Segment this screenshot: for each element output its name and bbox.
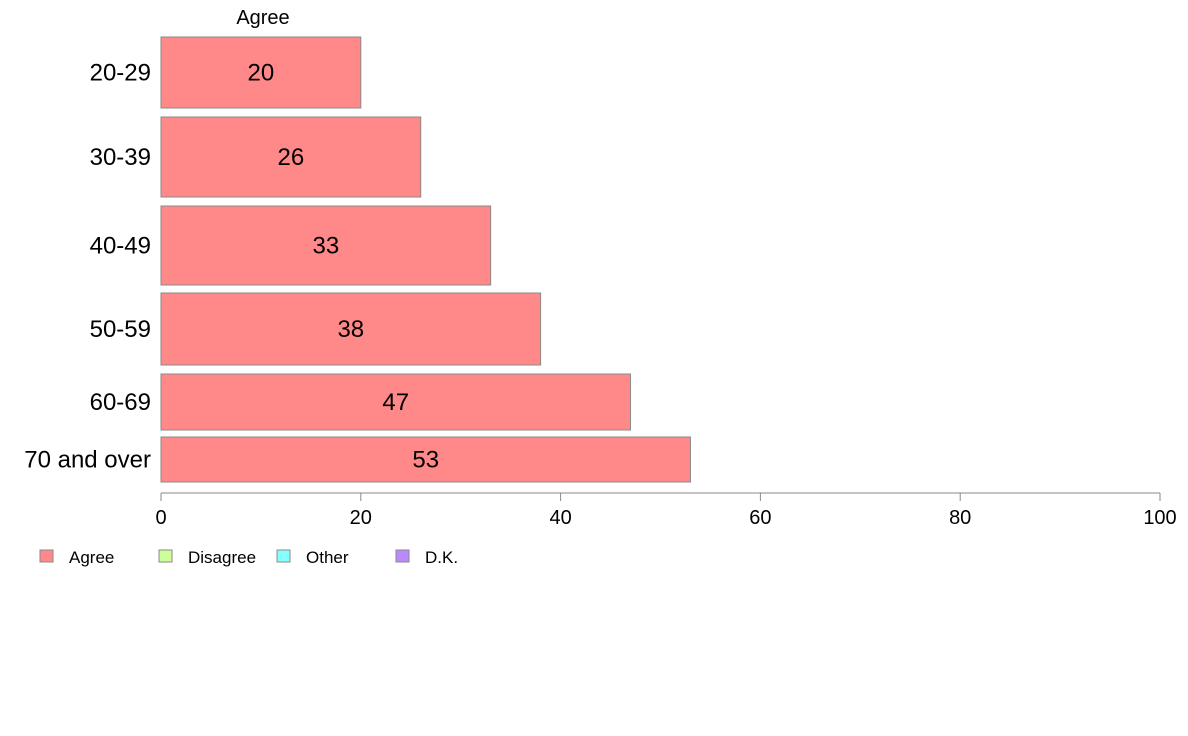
x-tick-label: 80 xyxy=(949,507,971,529)
category-label: 70 and over xyxy=(24,447,151,474)
legend-swatch xyxy=(158,549,173,563)
legend: Agree Disagree Other D.K. xyxy=(39,548,458,567)
data-label: 53 xyxy=(412,447,439,474)
x-tick-label: 100 xyxy=(1143,507,1176,529)
legend-swatch xyxy=(395,549,410,563)
bar xyxy=(160,292,542,366)
legend-swatch xyxy=(39,549,54,563)
legend-label: D.K. xyxy=(425,548,458,567)
legend-swatch xyxy=(276,549,291,563)
category-label: 30-39 xyxy=(90,144,151,171)
bar xyxy=(160,373,632,431)
x-tick-label: 20 xyxy=(350,507,372,529)
bar xyxy=(160,36,362,109)
bar xyxy=(160,205,492,286)
x-axis: 0 20 40 60 80 100 xyxy=(155,492,1177,529)
data-label: 33 xyxy=(312,233,339,260)
x-tick-label: 60 xyxy=(749,507,771,529)
category-label: 20-29 xyxy=(90,60,151,87)
legend-label: Other xyxy=(306,548,349,567)
bar xyxy=(160,116,422,198)
bar xyxy=(160,436,691,483)
legend-label: Agree xyxy=(69,548,114,567)
category-label: 40-49 xyxy=(90,233,151,260)
data-label: 26 xyxy=(278,144,305,171)
x-tick-label: 0 xyxy=(155,507,166,529)
bars-group: 20 20-29 26 30-39 33 40-49 38 50-59 47 60-69 53 70 … xyxy=(24,36,691,483)
category-label: 50-59 xyxy=(90,316,151,343)
data-label: 38 xyxy=(337,316,364,343)
legend-label: Disagree xyxy=(188,548,256,567)
data-label: 47 xyxy=(382,389,409,416)
series-header: Agree xyxy=(236,7,289,29)
data-label: 20 xyxy=(248,60,275,87)
x-tick-label: 40 xyxy=(549,507,571,529)
category-label: 60-69 xyxy=(90,389,151,416)
